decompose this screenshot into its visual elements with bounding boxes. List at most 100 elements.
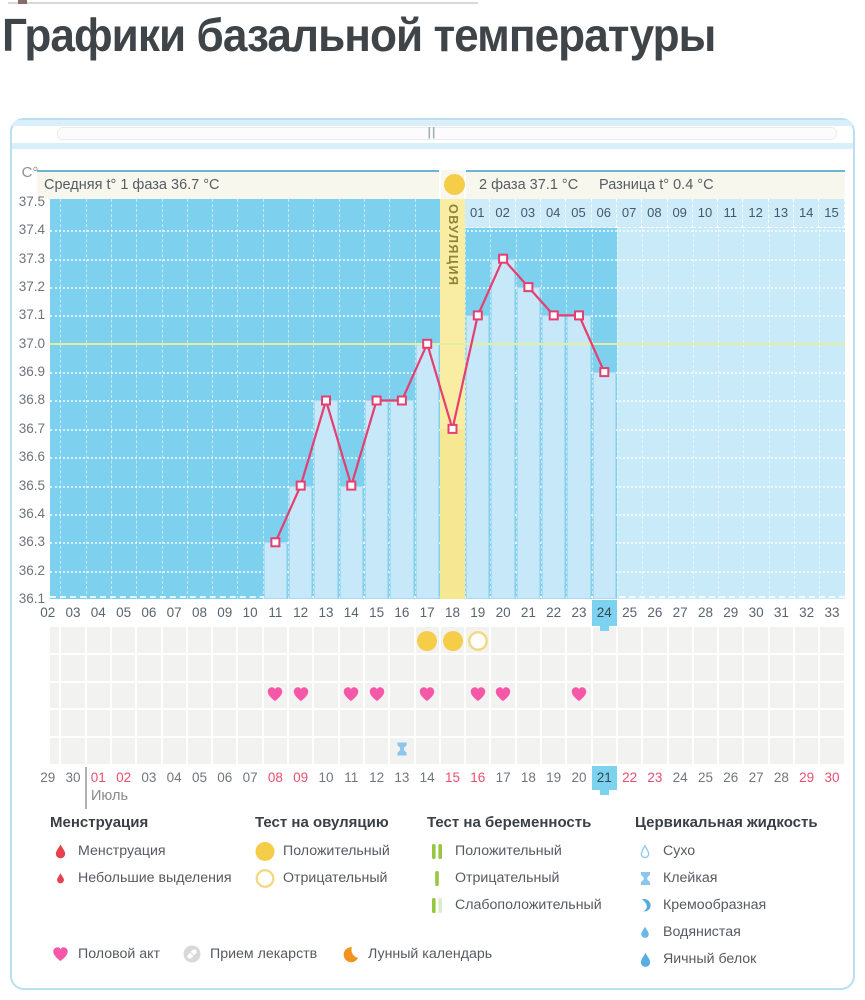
intercourse-entry[interactable] [292, 686, 309, 702]
intercourse-entry[interactable] [495, 686, 512, 702]
cycle-day-cell[interactable]: 21 [520, 605, 536, 620]
temperature-point[interactable] [599, 367, 610, 378]
phase2-day-cell[interactable]: 04 [541, 199, 567, 228]
cycle-day-cell[interactable]: 06 [141, 605, 157, 620]
calendar-date-cell[interactable]: 04 [166, 770, 182, 785]
cycle-day-cell[interactable]: 33 [824, 605, 840, 620]
calendar-date-cell[interactable]: 11 [344, 770, 359, 785]
ovulation-test-entry[interactable] [417, 630, 438, 651]
ovulation-test-entry[interactable] [442, 630, 463, 651]
temperature-point[interactable] [498, 253, 509, 264]
cycle-day-cell[interactable]: 09 [217, 605, 233, 620]
calendar-date-cell[interactable]: 30 [824, 770, 840, 785]
cycle-day-cell[interactable]: 17 [419, 605, 435, 620]
calendar-date-cell[interactable]: 01 [90, 770, 106, 785]
calendar-date-cell[interactable]: 08 [267, 770, 283, 785]
phase2-day-cell[interactable]: 15 [819, 199, 845, 228]
calendar-date-cell[interactable]: 12 [369, 770, 385, 785]
phase2-day-cell[interactable]: 05 [566, 199, 592, 228]
cycle-day-cell[interactable]: 12 [293, 605, 309, 620]
cycle-day-cell[interactable]: 16 [394, 605, 410, 620]
temperature-point[interactable] [295, 480, 306, 491]
calendar-date-cell[interactable]: 29 [40, 770, 56, 785]
temperature-point[interactable] [396, 395, 407, 406]
calendar-date-cell[interactable]: 03 [141, 770, 157, 785]
cycle-day-cell[interactable]: 14 [343, 605, 359, 620]
cycle-day-cell[interactable]: 19 [470, 605, 486, 620]
cycle-day-cell[interactable]: 23 [571, 605, 587, 620]
calendar-date-cell[interactable]: 09 [293, 770, 309, 785]
temperature-point[interactable] [523, 282, 534, 293]
cycle-day-cell[interactable]: 30 [748, 605, 764, 620]
calendar-date-cell[interactable]: 28 [773, 770, 789, 785]
temperature-point[interactable] [422, 338, 433, 349]
calendar-date-cell[interactable]: 21 [591, 766, 617, 790]
phase2-day-cell[interactable]: 12 [743, 199, 769, 228]
cycle-day-cell[interactable]: 05 [116, 605, 132, 620]
cycle-day-cell[interactable]: 32 [799, 605, 815, 620]
phase2-day-cell[interactable]: 14 [794, 199, 820, 228]
temperature-point[interactable] [321, 395, 331, 406]
calendar-date-cell[interactable]: 02 [116, 770, 132, 785]
scrollbar-track[interactable] [57, 127, 837, 140]
calendar-date-cell[interactable]: 16 [470, 770, 486, 785]
phase2-day-cell[interactable]: 13 [768, 199, 795, 228]
cervical-fluid-entry[interactable] [395, 742, 408, 757]
calendar-date-cell[interactable]: 25 [697, 770, 713, 785]
cycle-day-cell[interactable]: 20 [495, 605, 511, 620]
phase2-day-cell[interactable]: 11 [718, 199, 744, 228]
cycle-day-cell[interactable]: 03 [65, 605, 81, 620]
intercourse-entry[interactable] [469, 686, 486, 702]
calendar-date-cell[interactable]: 30 [65, 770, 81, 785]
phase2-day-cell[interactable]: 07 [616, 199, 643, 228]
calendar-date-cell[interactable]: 10 [318, 770, 334, 785]
cycle-day-cell[interactable]: 25 [622, 605, 638, 620]
temperature-point[interactable] [472, 310, 483, 321]
calendar-date-cell[interactable]: 23 [647, 770, 663, 785]
cycle-day-cell[interactable]: 31 [773, 605, 789, 620]
calendar-date-cell[interactable]: 18 [520, 770, 536, 785]
cycle-day-cell[interactable]: 22 [546, 605, 562, 620]
calendar-date-cell[interactable]: 05 [191, 770, 207, 785]
calendar-date-cell[interactable]: 27 [748, 770, 764, 785]
calendar-date-cell[interactable]: 13 [394, 770, 410, 785]
intercourse-entry[interactable] [267, 686, 284, 702]
calendar-date-cell[interactable]: 22 [622, 770, 638, 785]
cycle-day-cell[interactable]: 27 [672, 605, 688, 620]
calendar-date-cell[interactable]: 14 [419, 770, 435, 785]
calendar-date-cell[interactable]: 17 [495, 770, 511, 785]
cycle-day-cell[interactable]: 07 [166, 605, 182, 620]
phase2-day-cell[interactable]: 09 [667, 199, 693, 228]
cycle-day-cell[interactable]: 04 [90, 605, 106, 620]
cycle-day-cell[interactable]: 02 [40, 605, 56, 620]
phase2-day-cell[interactable]: 03 [515, 199, 542, 228]
calendar-date-cell[interactable]: 15 [444, 770, 460, 785]
intercourse-entry[interactable] [368, 686, 385, 702]
cycle-day-cell[interactable]: 10 [242, 605, 258, 620]
cycle-day-cell[interactable]: 18 [444, 605, 460, 620]
phase2-day-cell[interactable]: 10 [692, 199, 719, 228]
phase2-day-cell[interactable]: 01 [465, 199, 491, 228]
calendar-date-cell[interactable]: 24 [672, 770, 688, 785]
cycle-day-cell[interactable]: 15 [369, 605, 385, 620]
calendar-date-cell[interactable]: 20 [571, 770, 587, 785]
calendar-date-cell[interactable]: 19 [546, 770, 562, 785]
intercourse-entry[interactable] [419, 686, 436, 702]
cycle-day-cell[interactable]: 26 [647, 605, 663, 620]
calendar-date-cell[interactable]: 26 [723, 770, 739, 785]
scrollbar-grip-icon[interactable]: || [427, 125, 437, 139]
temperature-point[interactable] [574, 310, 584, 321]
calendar-date-cell[interactable]: 29 [799, 770, 815, 785]
ovulation-test-entry[interactable] [467, 630, 488, 651]
temperature-point[interactable] [371, 395, 382, 406]
intercourse-entry[interactable] [571, 686, 588, 702]
temperature-point[interactable] [548, 310, 559, 321]
phase2-day-cell[interactable]: 06 [591, 199, 617, 228]
phase2-day-cell[interactable]: 02 [490, 199, 516, 228]
calendar-date-cell[interactable]: 07 [242, 770, 258, 785]
temperature-point[interactable] [447, 423, 458, 434]
calendar-date-cell[interactable]: 06 [217, 770, 233, 785]
intercourse-entry[interactable] [343, 686, 360, 702]
temperature-point[interactable] [346, 480, 357, 491]
cycle-day-cell[interactable]: 08 [191, 605, 207, 620]
